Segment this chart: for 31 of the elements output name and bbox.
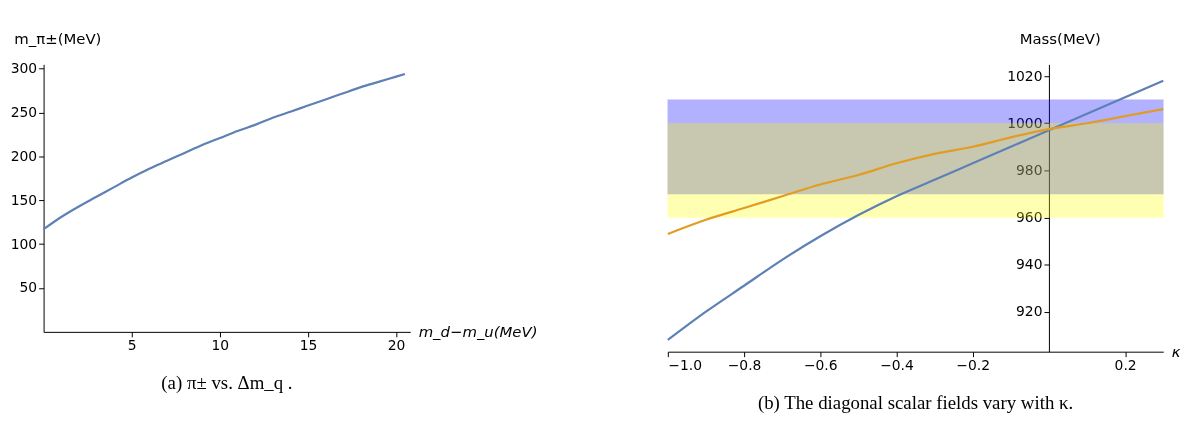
x-axis-title: m_d−m_u(MeV) (418, 323, 538, 342)
y-tick-label: 100 (10, 235, 38, 252)
x-tick-label: −1.0 (668, 357, 702, 374)
x-tick-label: 5 (127, 337, 137, 354)
y-tick-label: 920 (1016, 303, 1043, 320)
x-tick-label: −0.2 (956, 357, 991, 374)
y-tick-label: 250 (10, 104, 38, 121)
y-tick-label: 940 (1016, 256, 1043, 272)
y-tick-label: 980 (1016, 161, 1043, 178)
y-tick-label: 200 (10, 147, 38, 164)
x-tick-label: 20 (387, 337, 406, 354)
line-series (666, 79, 1165, 341)
x-tick-label: 15 (299, 337, 318, 354)
text: (b) The diagonal scalar fields vary with κ. (757, 392, 1074, 415)
y-tick-label: 150 (10, 191, 38, 208)
text: (a) π± vs. Δm_q . (161, 372, 293, 395)
x-tick-label: −0.8 (727, 357, 762, 374)
x-tick-label: −0.6 (803, 357, 838, 374)
y-axis-title: Mass(MeV) (1019, 30, 1101, 49)
y-tick-label: 1020 (1007, 67, 1043, 84)
y-tick-label: 960 (1016, 208, 1043, 225)
x-axis-title: κ (1171, 343, 1181, 362)
line-series (666, 108, 1165, 236)
y-axis-title: m_π±(MeV) (14, 30, 102, 49)
y-tick-label: 1000 (1007, 114, 1043, 131)
x-tick-label: 0.2 (1114, 357, 1137, 374)
x-tick-label: −0.4 (880, 357, 914, 374)
y-tick-label: 50 (19, 279, 38, 296)
y-tick-label: 300 (10, 60, 38, 77)
line-series (42, 72, 407, 231)
x-tick-label: 10 (211, 337, 230, 354)
